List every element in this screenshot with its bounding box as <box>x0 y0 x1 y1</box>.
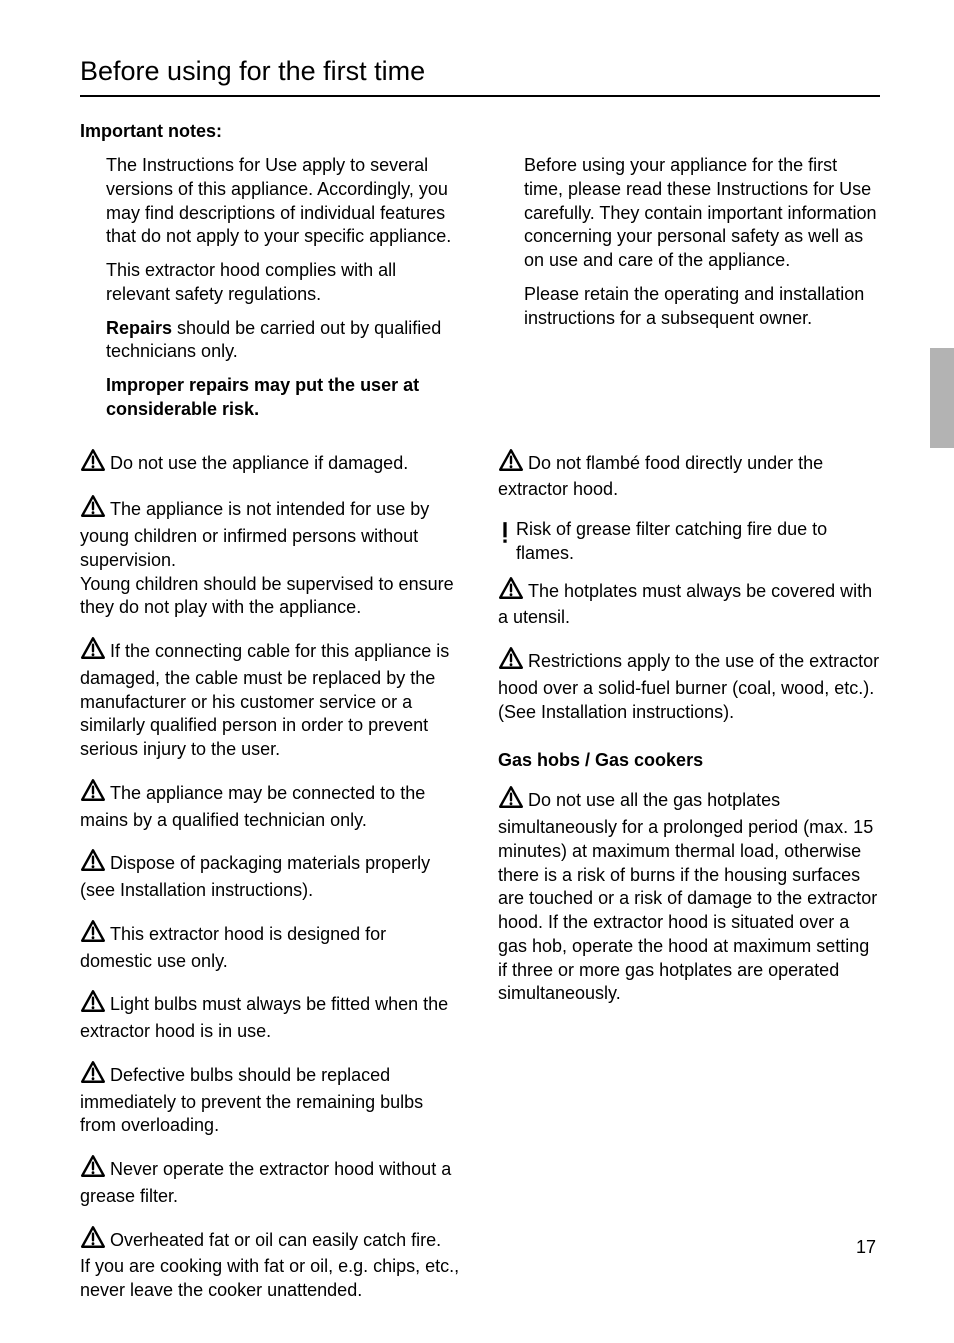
warning-text: This extractor hood is designed for dome… <box>80 924 386 971</box>
warning-icon <box>498 646 524 677</box>
warning-text: Defective bulbs should be replaced immed… <box>80 1065 423 1136</box>
warning-icon <box>80 494 106 525</box>
info-item: Risk of grease filter catching fire due … <box>498 518 880 566</box>
side-tab <box>930 348 954 448</box>
intro-paragraph: Repairs should be carried out by qualifi… <box>106 317 462 365</box>
warning-text: Young children should be supervised to e… <box>80 574 454 618</box>
warning-text: The appliance is not intended for use by… <box>80 499 429 570</box>
page-number: 17 <box>856 1237 876 1258</box>
warning-text: Dispose of packaging materials properly … <box>80 853 430 900</box>
warning-icon <box>80 989 106 1020</box>
gas-hobs-heading: Gas hobs / Gas cookers <box>498 750 880 771</box>
bold-text: Repairs <box>106 318 172 338</box>
warning-icon <box>80 1154 106 1185</box>
warning-text: If you are cooking with fat or oil, e.g.… <box>80 1256 459 1300</box>
left-intro-block: The Instructions for Use apply to severa… <box>80 154 462 422</box>
warning-icon <box>80 448 106 479</box>
intro-paragraph-bold: Improper repairs may put the user at con… <box>106 374 462 422</box>
warning-item: Light bulbs must always be fitted when t… <box>80 989 462 1044</box>
warning-icon <box>498 448 524 479</box>
page-title: Before using for the first time <box>80 56 880 97</box>
warning-icon <box>80 636 106 667</box>
warning-item: Do not use the appliance if damaged. <box>80 448 462 479</box>
warning-icon <box>80 778 106 809</box>
intro-paragraph: This extractor hood complies with all re… <box>106 259 462 307</box>
warning-item: Overheated fat or oil can easily catch f… <box>80 1225 462 1303</box>
warning-text: The hotplates must always be covered wit… <box>498 581 872 628</box>
warning-item: Do not use all the gas hotplates simulta… <box>498 785 880 1006</box>
warning-item: The appliance is not intended for use by… <box>80 494 462 620</box>
intro-columns: The Instructions for Use apply to severa… <box>80 154 880 448</box>
warning-item: Defective bulbs should be replaced immed… <box>80 1060 462 1138</box>
warning-text: Do not flambé food directly under the ex… <box>498 453 823 500</box>
warning-item: The hotplates must always be covered wit… <box>498 576 880 631</box>
warning-text: Overheated fat or oil can easily catch f… <box>110 1230 441 1250</box>
warning-item: Never operate the extractor hood without… <box>80 1154 462 1209</box>
warning-item: Dispose of packaging materials properly … <box>80 848 462 903</box>
warning-text: Never operate the extractor hood without… <box>80 1159 451 1206</box>
warning-icon <box>80 919 106 950</box>
warning-item: Do not flambé food directly under the ex… <box>498 448 880 503</box>
warning-icon <box>498 785 524 816</box>
warning-icon <box>80 848 106 879</box>
important-notes-heading: Important notes: <box>80 121 880 142</box>
warning-text: Restrictions apply to the use of the ext… <box>498 651 879 722</box>
warning-item: If the connecting cable for this applian… <box>80 636 462 762</box>
intro-paragraph: Before using your appliance for the firs… <box>524 154 880 273</box>
warning-text: Do not use the appliance if damaged. <box>110 453 408 473</box>
intro-paragraph: Please retain the operating and installa… <box>524 283 880 331</box>
warning-text: If the connecting cable for this applian… <box>80 641 449 759</box>
warning-text: Do not use all the gas hotplates simulta… <box>498 790 877 1003</box>
warning-item: The appliance may be connected to the ma… <box>80 778 462 833</box>
warning-item: Restrictions apply to the use of the ext… <box>498 646 880 724</box>
warning-columns: Do not use the appliance if damaged. The… <box>80 448 880 1303</box>
warning-item: This extractor hood is designed for dome… <box>80 919 462 974</box>
info-text: Risk of grease filter catching fire due … <box>516 518 880 566</box>
intro-paragraph: The Instructions for Use apply to severa… <box>106 154 462 249</box>
right-intro-block: Before using your appliance for the firs… <box>498 154 880 330</box>
info-icon <box>500 520 510 553</box>
warning-icon <box>80 1225 106 1256</box>
warning-text: The appliance may be connected to the ma… <box>80 783 425 830</box>
warning-icon <box>80 1060 106 1091</box>
warning-text: Light bulbs must always be fitted when t… <box>80 994 448 1041</box>
warning-icon <box>498 576 524 607</box>
